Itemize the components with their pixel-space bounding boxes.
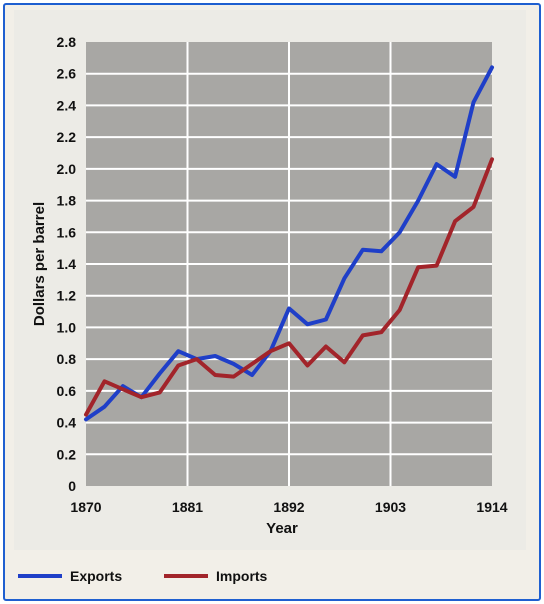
y-tick-label: 2.0 [57, 161, 77, 177]
y-tick-label: 0 [68, 478, 76, 494]
y-tick-label: 2.8 [57, 34, 77, 50]
y-tick-label: 0.8 [57, 351, 77, 367]
y-tick-label: 2.4 [57, 97, 77, 113]
x-tick-label: 1892 [273, 499, 304, 515]
y-tick-label: 1.4 [57, 256, 77, 272]
grid-lines [86, 42, 492, 486]
x-tick-label: 1870 [70, 499, 101, 515]
legend-item-exports: Exports [18, 568, 122, 584]
x-tick-label: 1914 [476, 499, 507, 515]
legend: Exports Imports [14, 558, 526, 592]
legend-item-imports: Imports [164, 568, 267, 584]
y-tick-label: 1.8 [57, 193, 77, 209]
y-tick-label: 0.4 [57, 415, 77, 431]
series-line-imports [84, 157, 494, 417]
series-line-exports [84, 65, 494, 422]
x-tick-label: 1903 [375, 499, 406, 515]
chart-panel: 0 0.2 0.4 0.6 0.8 1.0 1.2 1.4 1.6 1.8 2.0 2.2 2.4 2.6… [14, 10, 526, 550]
series-lines [84, 65, 494, 422]
y-tick-label: 1.2 [57, 288, 77, 304]
y-axis-title: Dollars per barrel [31, 202, 48, 326]
y-tick-label: 0.6 [57, 383, 77, 399]
y-tick-label: 2.6 [57, 66, 77, 82]
x-axis-title: Year [266, 520, 298, 537]
legend-swatch-imports [164, 574, 208, 578]
y-tick-label: 2.2 [57, 129, 77, 145]
line-chart: 0 0.2 0.4 0.6 0.8 1.0 1.2 1.4 1.6 1.8 2.0 2.2 2.4 2.6… [31, 34, 508, 537]
y-tick-label: 1.6 [57, 224, 77, 240]
x-tick-label: 1881 [172, 499, 203, 515]
x-tick-labels: 1870 1881 1892 1903 1914 [70, 499, 507, 515]
legend-label-imports: Imports [216, 568, 268, 584]
legend-label-exports: Exports [70, 568, 123, 584]
y-tick-labels: 0 0.2 0.4 0.6 0.8 1.0 1.2 1.4 1.6 1.8 2.0 2.2 2.4 2.6… [57, 34, 77, 494]
legend-swatch-exports [18, 574, 62, 578]
y-tick-label: 1.0 [57, 319, 77, 335]
y-tick-label: 0.2 [57, 446, 77, 462]
